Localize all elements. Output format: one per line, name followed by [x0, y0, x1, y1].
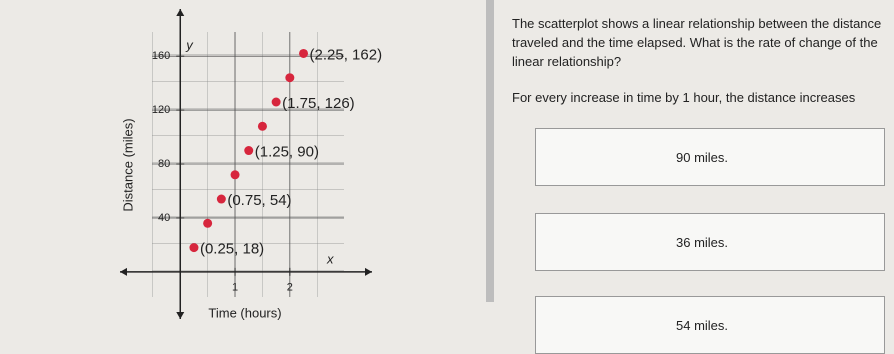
option[interactable]: 90 miles.	[535, 128, 885, 186]
y-tick-label: 80	[158, 158, 170, 170]
question: The scatterplot shows a linear relations…	[512, 16, 882, 69]
point-label: (1.75, 126)	[282, 95, 355, 112]
statement: For every increase in time by 1 hour, th…	[512, 90, 856, 105]
point	[271, 97, 281, 107]
point	[203, 218, 213, 228]
y-tick-label: 40	[158, 212, 170, 224]
point	[230, 170, 240, 180]
scatterplot: 40 80 120 160 1 2 Time (hours) Distance (miles)…	[120, 9, 383, 320]
point	[189, 243, 199, 253]
point	[257, 121, 267, 131]
y-tick-label: 120	[152, 104, 170, 116]
option[interactable]: 36 miles.	[535, 213, 885, 271]
point	[216, 194, 226, 204]
y-axis-letter: y	[185, 37, 194, 52]
point	[244, 146, 254, 156]
x-axis-title: Time (hours)	[208, 305, 281, 320]
point	[299, 48, 309, 58]
point-label: (2.25, 162)	[310, 46, 383, 63]
x-tick-label: 2	[287, 282, 293, 294]
point-label: (0.25, 18)	[200, 241, 264, 258]
y-axis-title: Distance (miles)	[120, 118, 135, 211]
page: 40 80 120 160 1 2 Time (hours) Distance (miles)…	[120, 0, 885, 354]
scrollbar	[486, 0, 494, 302]
x-axis-letter: x	[326, 251, 334, 266]
y-tick-label: 160	[152, 50, 170, 62]
point-label: (0.75, 54)	[227, 192, 291, 209]
option[interactable]: 54 miles.	[535, 296, 885, 354]
point	[285, 73, 295, 83]
point-label: (1.25, 90)	[255, 143, 319, 160]
x-tick-label: 1	[232, 282, 238, 294]
